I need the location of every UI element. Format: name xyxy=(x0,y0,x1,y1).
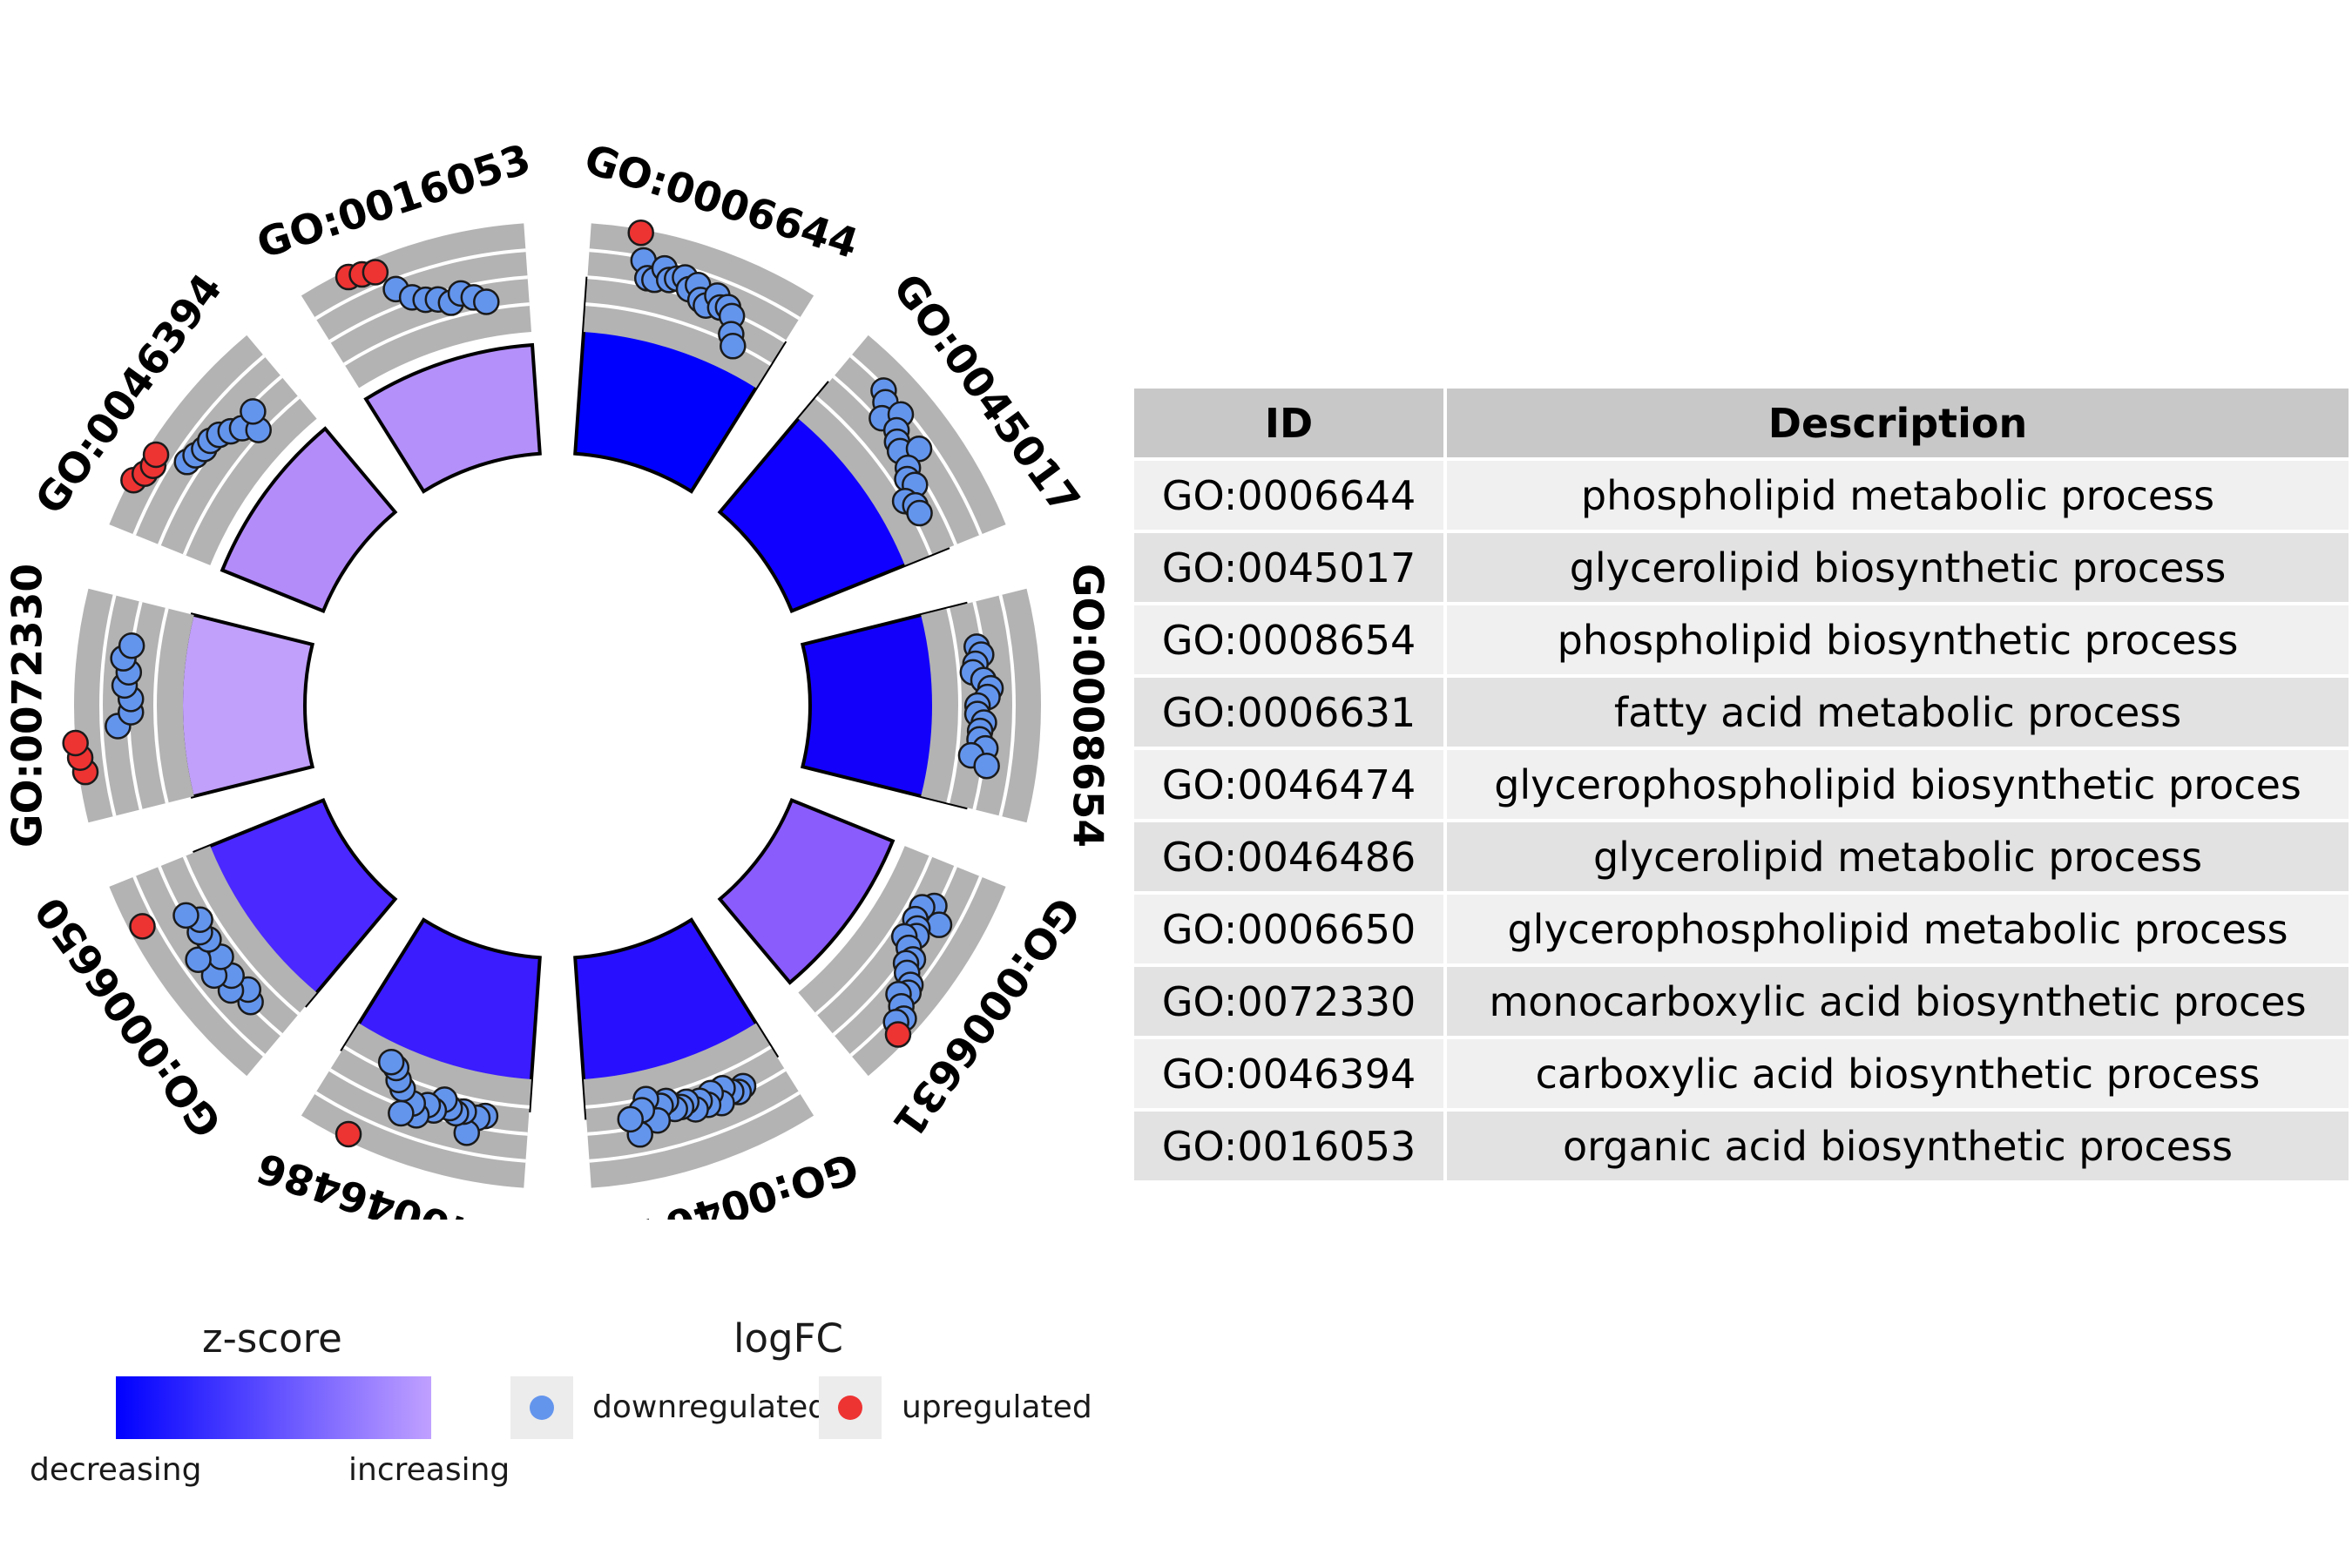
track-gridline xyxy=(314,248,526,321)
table-cell-description: glycerolipid metabolic process xyxy=(1447,822,2349,891)
downregulated-point xyxy=(906,499,933,527)
track-gridline xyxy=(585,1045,772,1109)
downregulated-dot-icon xyxy=(530,1396,554,1420)
upregulated-point xyxy=(62,729,89,757)
track-gridline xyxy=(343,302,530,366)
track-gridline xyxy=(589,1091,801,1163)
table-cell-description: phospholipid biosynthetic process xyxy=(1447,605,2349,674)
go-term-table: ID Description GO:0006644 phospholipid me… xyxy=(1131,385,2352,1184)
downregulated-point xyxy=(377,1048,405,1076)
logfc-legend-title: logFC xyxy=(733,1315,843,1362)
track-gridline xyxy=(182,395,301,556)
downregulated-point xyxy=(118,632,145,659)
downregulated-point xyxy=(240,398,267,425)
zscore-bar xyxy=(220,426,398,613)
zscore-bar xyxy=(717,798,896,985)
table-row: GO:0045017 glycerolipid biosynthetic proc… xyxy=(1134,533,2349,602)
table-cell-description: phospholipid metabolic process xyxy=(1447,461,2349,530)
zscore-legend-title: z-score xyxy=(202,1315,342,1362)
table-row: GO:0016053 organic acid biosynthetic proc… xyxy=(1134,1112,2349,1180)
downregulated-point xyxy=(720,333,747,360)
table-cell-id: GO:0046394 xyxy=(1134,1039,1444,1108)
table-cell-id: GO:0006644 xyxy=(1134,461,1444,530)
table-cell-id: GO:0045017 xyxy=(1134,533,1444,602)
header-description: Description xyxy=(1447,389,2349,457)
table-row: GO:0046486 glycerolipid metabolic process xyxy=(1134,822,2349,891)
table-cell-description: glycerolipid biosynthetic process xyxy=(1447,533,2349,602)
table-cell-id: GO:0046486 xyxy=(1134,822,1444,891)
downregulated-point xyxy=(473,288,500,315)
track-gridline xyxy=(314,1091,526,1163)
table-cell-id: GO:0016053 xyxy=(1134,1112,1444,1180)
table-cell-id: GO:0008654 xyxy=(1134,605,1444,674)
track-gridline xyxy=(99,594,117,817)
table-cell-description: glycerophospholipid metabolic process xyxy=(1447,895,2349,963)
table-cell-id: GO:0046474 xyxy=(1134,750,1444,819)
upregulated-point xyxy=(129,913,156,940)
track-gridline xyxy=(814,395,933,556)
table-header-row: ID Description xyxy=(1134,389,2349,457)
table-row: GO:0006644 phospholipid metabolic process xyxy=(1134,461,2349,530)
track-gridline xyxy=(153,607,169,804)
track-gridline xyxy=(849,355,983,536)
upregulated-point xyxy=(884,1021,912,1048)
header-id: ID xyxy=(1134,389,1444,457)
zscore-bar xyxy=(363,342,542,494)
table-cell-id: GO:0006650 xyxy=(1134,895,1444,963)
table-row: GO:0046474 glycerophospholipid biosynthet… xyxy=(1134,750,2349,819)
zscore-gradient-bar xyxy=(116,1376,431,1439)
downregulated-point xyxy=(388,1099,415,1127)
go-term-label: GO:0072330 xyxy=(4,564,52,848)
zscore-bar xyxy=(179,612,315,799)
track-gridline xyxy=(849,875,983,1057)
table-row: GO:0046394 carboxylic acid biosynthetic p… xyxy=(1134,1039,2349,1108)
table-cell-description: glycerophospholipid biosynthetic proces xyxy=(1447,750,2349,819)
track-gridline xyxy=(182,855,301,1016)
table-cell-description: organic acid biosynthetic process xyxy=(1447,1112,2349,1180)
table-row: GO:0006650 glycerophospholipid metabolic … xyxy=(1134,895,2349,963)
track-gridline xyxy=(814,855,933,1016)
track-gridline xyxy=(132,875,266,1057)
downregulated-point xyxy=(617,1105,644,1133)
zscore-high-label: increasing xyxy=(348,1452,510,1488)
track-gridline xyxy=(589,248,801,321)
table-cell-id: GO:0072330 xyxy=(1134,967,1444,1036)
downregulated-key xyxy=(510,1376,573,1439)
track-gridline xyxy=(343,1045,530,1109)
upregulated-point xyxy=(627,219,654,247)
go-term-label: GO:0008654 xyxy=(1064,564,1112,848)
table-cell-description: monocarboxylic acid biosynthetic proces xyxy=(1447,967,2349,1036)
table-cell-description: fatty acid metabolic process xyxy=(1447,678,2349,747)
table-row: GO:0008654 phospholipid biosynthetic proc… xyxy=(1134,605,2349,674)
upregulated-key xyxy=(819,1376,882,1439)
table-row: GO:0072330 monocarboxylic acid biosynthet… xyxy=(1134,967,2349,1036)
track-gridline xyxy=(585,302,772,366)
go-circle-plot: GO:0006644GO:0045017GO:0008654GO:0006631… xyxy=(4,135,1112,1220)
upregulated-point xyxy=(142,441,170,469)
downregulated-point xyxy=(925,911,953,938)
table-row: GO:0006631 fatty acid metabolic process xyxy=(1134,678,2349,747)
zscore-low-label: decreasing xyxy=(30,1452,202,1488)
logfc-points xyxy=(62,219,1004,1148)
upregulated-dot-icon xyxy=(838,1396,862,1420)
downregulated-point xyxy=(973,752,1000,780)
downregulated-point xyxy=(172,902,199,929)
upregulated-label: upregulated xyxy=(902,1389,1092,1425)
table-cell-id: GO:0006631 xyxy=(1134,678,1444,747)
track-gridline xyxy=(946,607,962,804)
track-gridline xyxy=(998,594,1016,817)
track-gridline xyxy=(132,355,266,536)
upregulated-point xyxy=(335,1120,362,1148)
table-cell-description: carboxylic acid biosynthetic process xyxy=(1447,1039,2349,1108)
upregulated-point xyxy=(362,259,389,286)
downregulated-label: downregulated xyxy=(592,1389,828,1425)
